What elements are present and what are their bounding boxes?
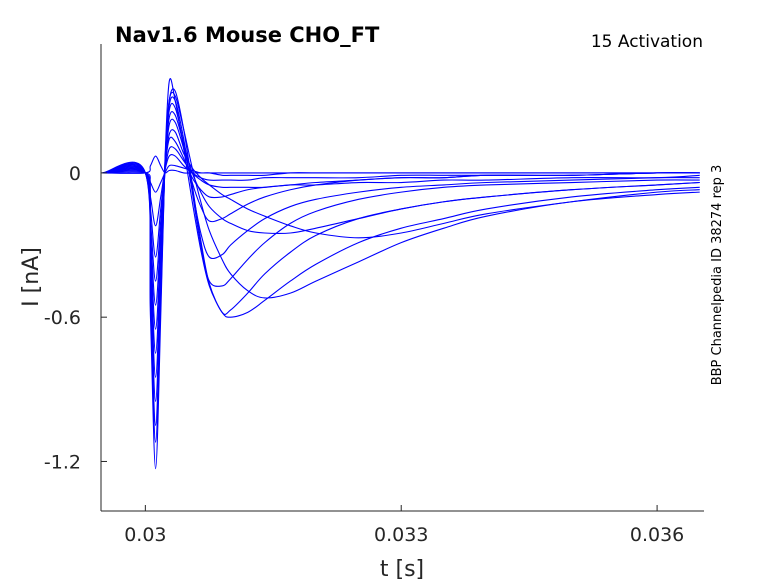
x-tick-label: 0.03 [124, 524, 166, 546]
x-axis-label: t [s] [380, 557, 424, 582]
trace-8 [102, 129, 700, 306]
y-axis-label: I [nA] [19, 247, 44, 307]
chart-title: Nav1.6 Mouse CHO_FT [115, 23, 380, 47]
y-tick-label: 0 [69, 163, 81, 185]
trace-5 [102, 102, 700, 378]
trace-3 [102, 91, 700, 426]
trace-1 [102, 78, 700, 470]
trace-11 [102, 154, 700, 227]
trace-13 [102, 155, 700, 174]
x-tick-label: 0.036 [630, 524, 684, 546]
trace-10 [102, 146, 700, 258]
trace-2 [102, 88, 700, 443]
x-tick-label: 0.033 [374, 524, 428, 546]
trace-4 [102, 96, 700, 402]
axes: 0.03 0.033 0.036 0 -0.6 -1.2 [44, 44, 704, 546]
y-tick-label: -0.6 [44, 307, 81, 329]
trace-6 [102, 111, 700, 354]
trace-7 [102, 118, 700, 330]
side-note: BBP Channelpedia ID 38274 rep 3 [710, 165, 725, 386]
chart-subtitle: 15 Activation [591, 32, 703, 52]
y-tick-label: -1.2 [44, 451, 81, 473]
trace-9 [102, 136, 700, 282]
plot-area [102, 78, 700, 470]
